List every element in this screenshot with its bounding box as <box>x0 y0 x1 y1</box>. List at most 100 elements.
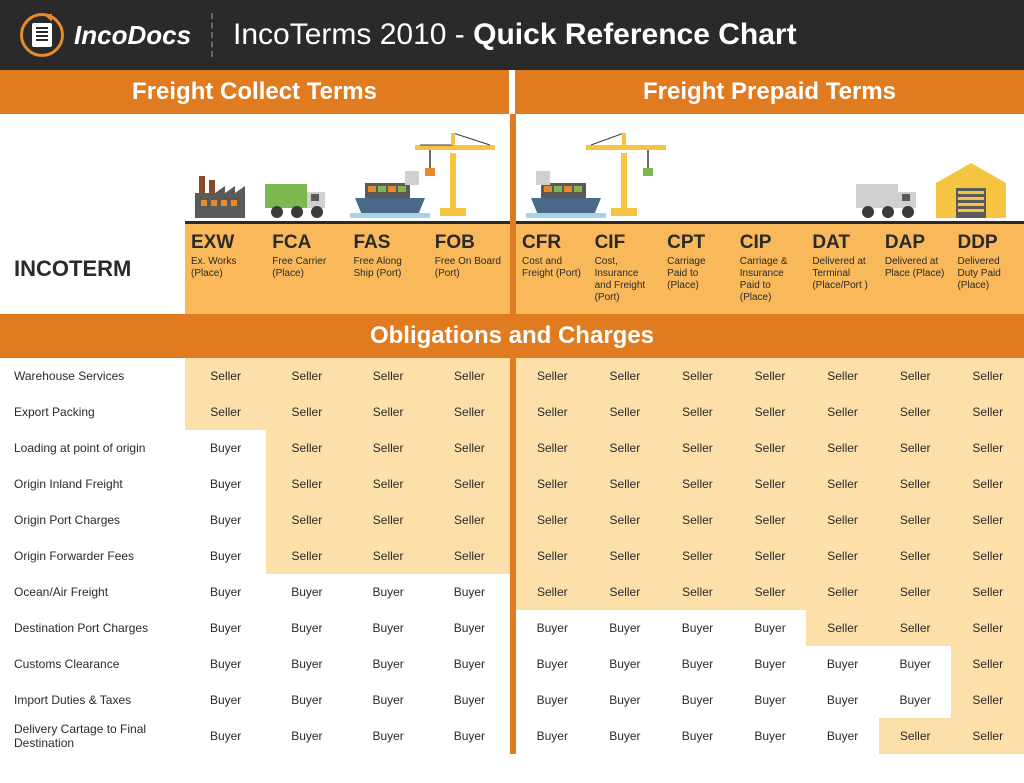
cell: Seller <box>879 718 952 754</box>
cell: Seller <box>951 682 1024 718</box>
cell: Seller <box>516 502 589 538</box>
cell: Seller <box>951 466 1024 502</box>
cell: Buyer <box>348 718 429 754</box>
cell: Seller <box>951 718 1024 754</box>
cell: Buyer <box>589 682 662 718</box>
cell: Seller <box>879 430 952 466</box>
term-code: CIP <box>740 232 801 254</box>
cell: Seller <box>348 466 429 502</box>
cell: Seller <box>806 610 879 646</box>
cell: Seller <box>185 394 266 430</box>
page-title: IncoTerms 2010 - Quick Reference Chart <box>233 18 797 52</box>
obligation-row: Warehouse ServicesSellerSellerSellerSell… <box>0 358 1024 394</box>
cell: Buyer <box>266 610 347 646</box>
illus-collect <box>185 114 510 224</box>
term-code: DAP <box>885 232 946 254</box>
cell: Seller <box>429 466 510 502</box>
factory-icon <box>195 168 245 218</box>
cell: Buyer <box>661 646 734 682</box>
terms-collect: EXWEx. Works (Place)FCAFree Carrier (Pla… <box>185 224 510 314</box>
obligation-row: Export PackingSellerSellerSellerSellerSe… <box>0 394 1024 430</box>
cell: Buyer <box>661 718 734 754</box>
cell: Seller <box>185 358 266 394</box>
cell: Buyer <box>348 682 429 718</box>
incoterm-label: INCOTERM <box>0 224 185 314</box>
cell: Seller <box>879 610 952 646</box>
cell: Buyer <box>266 646 347 682</box>
cell: Buyer <box>589 646 662 682</box>
cell: Seller <box>806 430 879 466</box>
term-dap: DAPDelivered at Place (Place) <box>879 224 952 314</box>
cell: Seller <box>734 574 807 610</box>
cell: Seller <box>879 574 952 610</box>
cell: Seller <box>661 538 734 574</box>
title-light: IncoTerms 2010 - <box>233 18 473 51</box>
cell: Seller <box>266 394 347 430</box>
cell: Seller <box>951 358 1024 394</box>
cell: Seller <box>661 466 734 502</box>
cell: Buyer <box>516 682 589 718</box>
term-desc: Cost, Insurance and Freight (Port) <box>595 256 656 304</box>
cell: Seller <box>951 646 1024 682</box>
cell: Buyer <box>348 646 429 682</box>
term-desc: Carriage & Insurance Paid to (Place) <box>740 256 801 304</box>
section-collect: Freight Collect Terms <box>0 70 509 114</box>
cell: Seller <box>589 430 662 466</box>
term-code: FAS <box>354 232 423 254</box>
obligation-label: Origin Forwarder Fees <box>0 538 185 574</box>
cell: Buyer <box>185 610 266 646</box>
terms-prepaid: CFRCost and Freight (Port)CIFCost, Insur… <box>516 224 1024 314</box>
cell: Seller <box>266 358 347 394</box>
obligation-label: Loading at point of origin <box>0 430 185 466</box>
cell: Buyer <box>661 610 734 646</box>
cell: Seller <box>734 358 807 394</box>
term-fca: FCAFree Carrier (Place) <box>266 224 347 314</box>
obligation-label: Import Duties & Taxes <box>0 682 185 718</box>
term-desc: Carriage Paid to (Place) <box>667 256 728 292</box>
cell: Seller <box>589 466 662 502</box>
obligation-label: Origin Inland Freight <box>0 466 185 502</box>
cell: Seller <box>348 358 429 394</box>
term-desc: Free On Board (Port) <box>435 256 504 280</box>
incoterm-header-row: INCOTERM EXWEx. Works (Place)FCAFree Car… <box>0 224 1024 314</box>
cell: Seller <box>879 394 952 430</box>
obligation-label: Warehouse Services <box>0 358 185 394</box>
cell: Buyer <box>185 502 266 538</box>
obligation-label: Customs Clearance <box>0 646 185 682</box>
cell: Seller <box>516 574 589 610</box>
cell: Seller <box>429 394 510 430</box>
cell: Buyer <box>516 718 589 754</box>
cell: Buyer <box>185 682 266 718</box>
title-bold: Quick Reference Chart <box>473 18 796 51</box>
cell: Seller <box>266 466 347 502</box>
cell: Seller <box>806 466 879 502</box>
cell: Seller <box>806 538 879 574</box>
cell: Seller <box>429 430 510 466</box>
cell: Seller <box>516 466 589 502</box>
logo: IncoDocs <box>20 13 213 57</box>
cell: Buyer <box>806 718 879 754</box>
term-desc: Delivered Duty Paid (Place) <box>957 256 1018 292</box>
obligations-grid: Warehouse ServicesSellerSellerSellerSell… <box>0 358 1024 754</box>
crane-icon <box>586 133 666 218</box>
cell: Seller <box>348 394 429 430</box>
cell: Buyer <box>806 682 879 718</box>
cell: Seller <box>734 538 807 574</box>
cell: Buyer <box>516 610 589 646</box>
term-fob: FOBFree On Board (Port) <box>429 224 510 314</box>
cell: Seller <box>348 430 429 466</box>
cell: Buyer <box>185 430 266 466</box>
cell: Seller <box>879 466 952 502</box>
cell: Seller <box>951 394 1024 430</box>
cell: Seller <box>734 394 807 430</box>
cell: Seller <box>661 502 734 538</box>
cell: Buyer <box>806 646 879 682</box>
term-desc: Delivered at Terminal (Place/Port ) <box>812 256 873 292</box>
term-desc: Free Carrier (Place) <box>272 256 341 280</box>
term-cfr: CFRCost and Freight (Port) <box>516 224 589 314</box>
cell: Buyer <box>266 682 347 718</box>
cell: Buyer <box>879 646 952 682</box>
cell: Buyer <box>348 610 429 646</box>
obligation-label: Destination Port Charges <box>0 610 185 646</box>
obligation-row: Origin Forwarder FeesBuyerSellerSellerSe… <box>0 538 1024 574</box>
